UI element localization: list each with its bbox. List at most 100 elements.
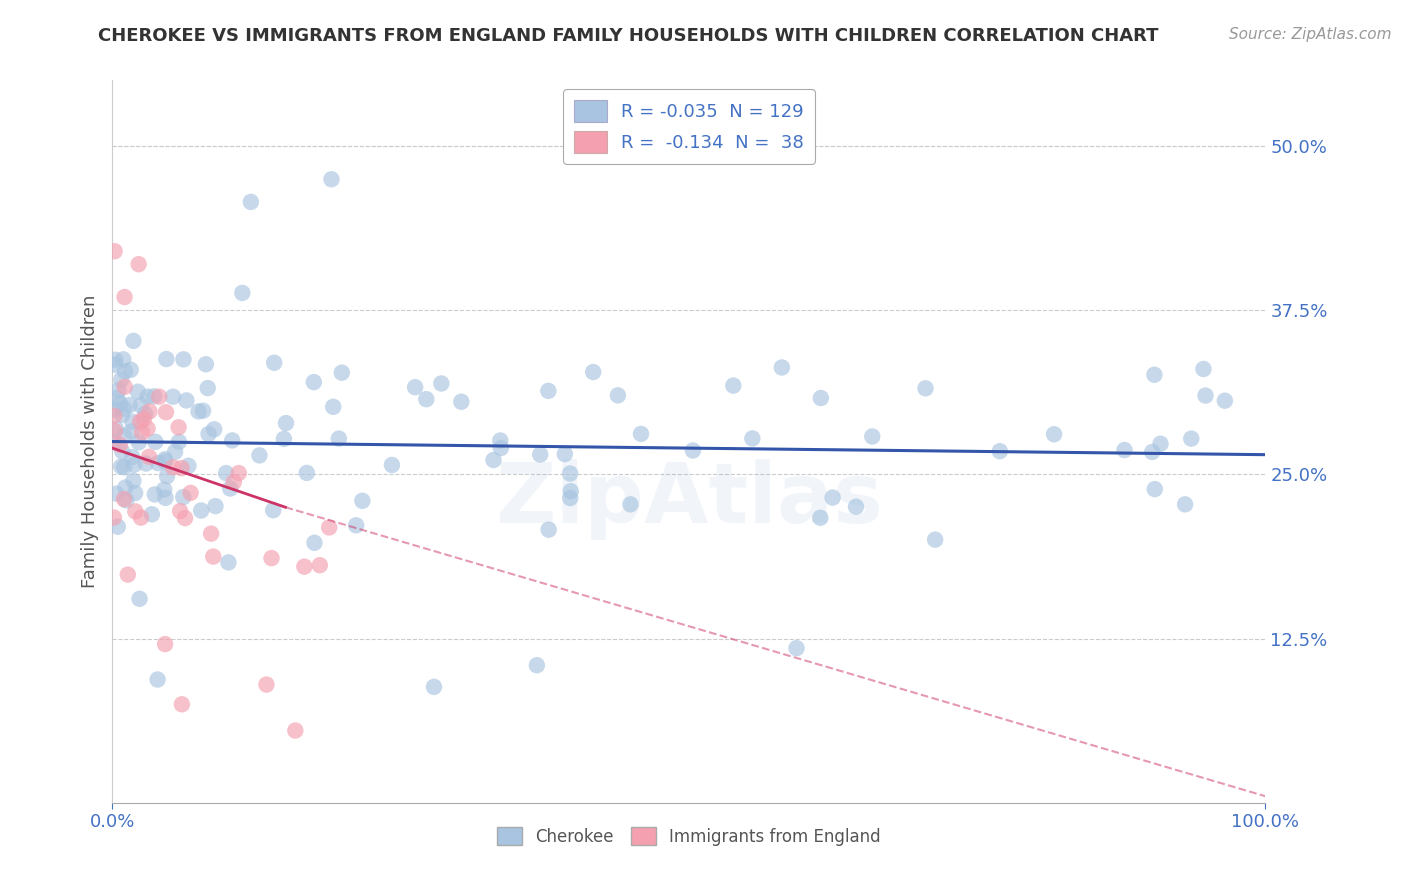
Point: [352, 493, 374, 508]
Text: Source: ZipAtlas.com: Source: ZipAtlas.com: [1229, 27, 1392, 42]
Point: [295, 466, 318, 480]
Point: [619, 497, 641, 511]
Point: [321, 172, 343, 186]
Point: [112, 401, 135, 416]
Point: [167, 420, 190, 434]
Point: [1213, 393, 1236, 408]
Point: [1143, 482, 1166, 496]
Point: [260, 551, 283, 566]
Point: [1114, 443, 1136, 458]
Point: [381, 458, 404, 472]
Point: [138, 404, 160, 418]
Point: [128, 591, 150, 606]
Point: [249, 449, 271, 463]
Point: [450, 394, 472, 409]
Point: [554, 447, 576, 461]
Point: [274, 416, 297, 430]
Point: [770, 360, 793, 375]
Point: [146, 456, 169, 470]
Point: [103, 435, 125, 450]
Point: [104, 244, 127, 259]
Point: [165, 444, 187, 458]
Point: [162, 460, 184, 475]
Point: [122, 458, 145, 472]
Point: [284, 723, 307, 738]
Point: [121, 425, 143, 439]
Point: [924, 533, 946, 547]
Point: [1142, 445, 1164, 459]
Point: [111, 408, 134, 422]
Point: [489, 441, 512, 455]
Point: [108, 438, 131, 452]
Point: [582, 365, 605, 379]
Point: [121, 450, 143, 464]
Point: [560, 484, 582, 499]
Point: [1194, 388, 1216, 402]
Point: [526, 658, 548, 673]
Point: [741, 431, 763, 445]
Point: [143, 487, 166, 501]
Point: [110, 373, 132, 387]
Point: [114, 290, 136, 304]
Point: [118, 398, 141, 412]
Point: [302, 375, 325, 389]
Point: [845, 500, 868, 514]
Point: [202, 549, 225, 564]
Point: [115, 493, 138, 508]
Point: [1143, 368, 1166, 382]
Point: [122, 334, 145, 348]
Point: [821, 491, 844, 505]
Point: [172, 352, 194, 367]
Point: [127, 384, 149, 399]
Point: [430, 376, 453, 391]
Point: [136, 421, 159, 435]
Point: [190, 503, 212, 517]
Point: [262, 503, 284, 517]
Point: [723, 378, 745, 392]
Point: [104, 425, 127, 439]
Point: [537, 384, 560, 398]
Point: [155, 491, 177, 505]
Point: [110, 459, 132, 474]
Point: [132, 412, 155, 426]
Point: [330, 366, 353, 380]
Point: [122, 474, 145, 488]
Point: [124, 504, 146, 518]
Point: [217, 556, 239, 570]
Point: [167, 434, 190, 449]
Point: [104, 422, 127, 436]
Point: [682, 443, 704, 458]
Point: [141, 508, 163, 522]
Point: [1174, 497, 1197, 511]
Point: [256, 677, 278, 691]
Point: [174, 511, 197, 525]
Text: ZipAtlas: ZipAtlas: [495, 458, 883, 540]
Point: [155, 405, 177, 419]
Point: [136, 390, 159, 404]
Point: [131, 425, 153, 440]
Point: [104, 358, 127, 372]
Point: [191, 404, 214, 418]
Point: [103, 409, 125, 423]
Point: [153, 454, 176, 468]
Point: [156, 469, 179, 483]
Point: [162, 390, 184, 404]
Point: [204, 499, 226, 513]
Point: [112, 352, 135, 367]
Point: [153, 483, 176, 497]
Point: [146, 673, 169, 687]
Point: [344, 518, 367, 533]
Point: [114, 481, 136, 495]
Point: [121, 415, 143, 429]
Point: [630, 426, 652, 441]
Point: [558, 467, 581, 481]
Point: [529, 448, 551, 462]
Point: [129, 398, 152, 412]
Point: [222, 475, 245, 489]
Point: [128, 257, 150, 271]
Point: [318, 520, 340, 534]
Point: [785, 641, 807, 656]
Point: [153, 452, 176, 467]
Point: [129, 510, 152, 524]
Point: [423, 680, 446, 694]
